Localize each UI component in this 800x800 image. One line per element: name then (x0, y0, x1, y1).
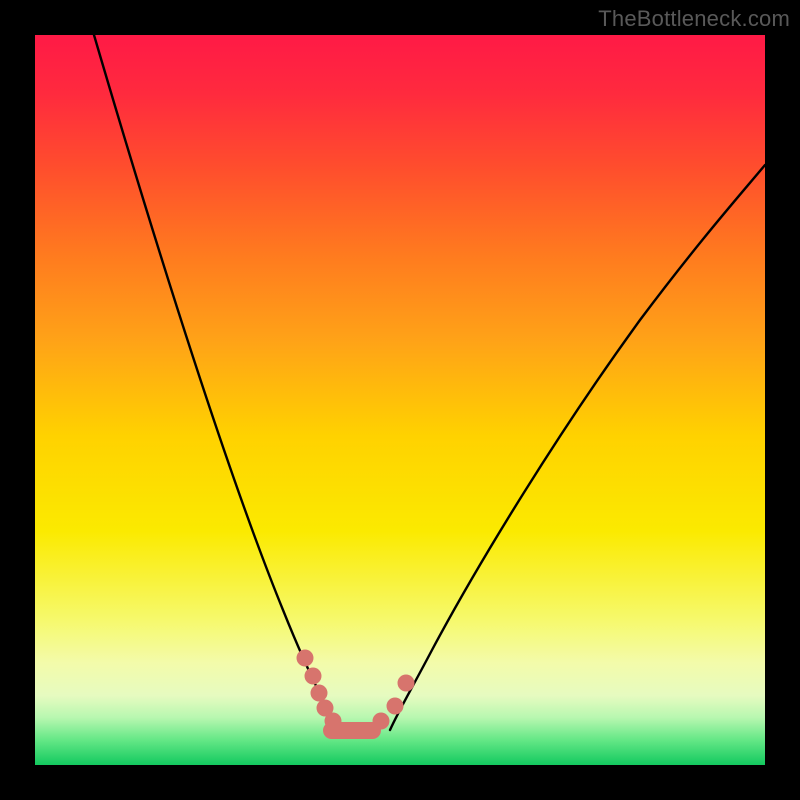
chart-svg (0, 0, 800, 800)
valley-dot (387, 698, 404, 715)
bottleneck-curves (94, 35, 765, 730)
watermark-text: TheBottleneck.com (598, 6, 790, 32)
valley-dot (305, 668, 322, 685)
valley-bar (323, 722, 381, 739)
valley-dot (398, 675, 415, 692)
chart-root: TheBottleneck.com (0, 0, 800, 800)
valley-dot (311, 685, 328, 702)
valley-markers (297, 650, 415, 740)
valley-dot (297, 650, 314, 667)
